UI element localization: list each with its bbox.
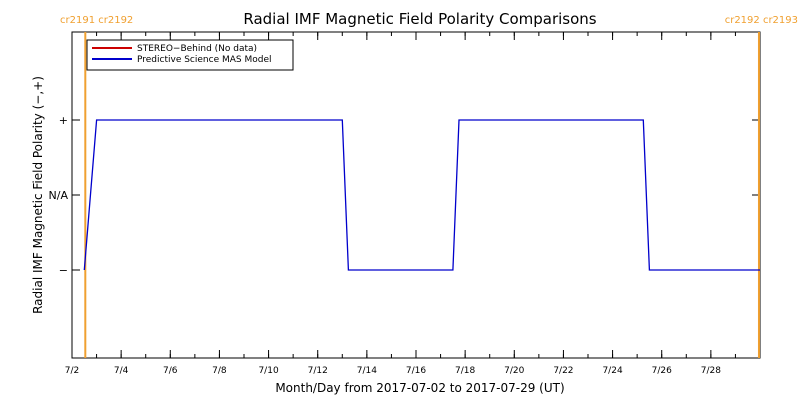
x-tick-label: 7/24	[602, 366, 622, 376]
x-tick-label: 7/4	[114, 366, 129, 376]
y-tick-label: +	[59, 114, 68, 127]
legend: STEREO−Behind (No data)Predictive Scienc…	[86, 39, 294, 71]
x-tick-label: 7/18	[455, 366, 475, 376]
x-axis-label: Month/Day from 2017-07-02 to 2017-07-29 …	[275, 381, 564, 395]
x-tick-label: 7/28	[701, 366, 721, 376]
y-tick-label: −	[59, 264, 68, 277]
axis-ticks: 7/2 7/4 7/6 7/8 7/10 7/12 7/14 7/16 7/18 7/20 7/22…	[49, 32, 760, 376]
x-tick-label: 7/14	[357, 366, 377, 376]
x-tick-label: 7/12	[308, 366, 328, 376]
x-tick-label: 7/16	[406, 366, 426, 376]
y-tick-label: N/A	[49, 189, 69, 202]
legend-box	[86, 39, 294, 71]
x-tick-label: 7/2	[65, 366, 79, 376]
series-group	[83, 119, 760, 271]
x-tick-label: 7/20	[504, 366, 524, 376]
carrington-markers	[84, 32, 760, 358]
x-tick-label: 7/6	[163, 366, 178, 376]
y-axis-label: Radial IMF Magnetic Field Polarity (−,+)	[31, 76, 45, 314]
legend-entry: STEREO−Behind (No data)	[137, 44, 257, 54]
legend-entry: Predictive Science MAS Model	[137, 55, 272, 65]
plot-frame	[71, 31, 761, 359]
x-tick-label: 7/22	[553, 366, 573, 376]
x-tick-label: 7/26	[652, 366, 672, 376]
carrington-label-left: cr2191 cr2192	[60, 15, 133, 26]
carrington-label-right: cr2192 cr2193	[725, 15, 798, 26]
chart-title: Radial IMF Magnetic Field Polarity Compa…	[243, 10, 596, 28]
x-tick-label: 7/10	[258, 366, 278, 376]
series-line-model	[83, 119, 760, 271]
x-tick-label: 7/8	[212, 366, 227, 376]
